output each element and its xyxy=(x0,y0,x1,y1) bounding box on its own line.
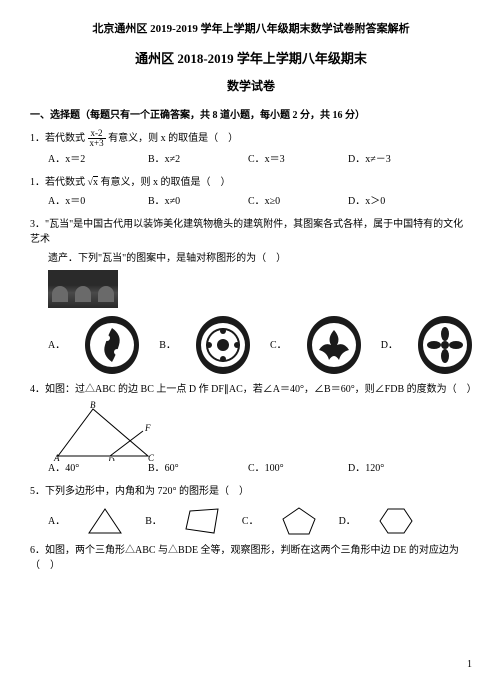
q2-option-a: A．x＝0 xyxy=(48,194,148,209)
svg-text:B: B xyxy=(90,401,96,410)
q4-option-d: D．120° xyxy=(348,461,448,476)
q5-label-c: C． xyxy=(242,514,259,529)
q2-pre: 1．若代数式 xyxy=(30,177,85,188)
question-4: 4．如图：过△ABC 的边 BC 上一点 D 作 DF∥AC，若∠A＝40°，∠… xyxy=(30,382,472,476)
q3-label-c: C． xyxy=(270,338,287,353)
q3-options-row: A． B． C． D． xyxy=(48,316,472,374)
q5-options-row: A． B． C． D． xyxy=(48,505,472,537)
polygon-pentagon xyxy=(279,505,319,537)
q1-option-b: B．x≠2 xyxy=(148,152,248,167)
wa-dang-c xyxy=(307,316,361,374)
header-title: 北京通州区 2019-2019 学年上学期八年级期末数学试卷附答案解析 xyxy=(30,20,472,36)
question-2: 1．若代数式 √x 有意义，则 x 的取值是（ ） A．x＝0 B．x≠0 C．… xyxy=(30,175,472,209)
q4-option-b: B．60° xyxy=(148,461,248,476)
q5-label-d: D． xyxy=(339,514,356,529)
svg-text:C: C xyxy=(148,453,155,461)
question-1: 1．若代数式 x-2 x+3 有意义，则 x 的取值是（ ） A．x＝2 B．x… xyxy=(30,129,472,167)
polygon-triangle xyxy=(85,505,125,537)
wa-dang-photo xyxy=(48,270,118,308)
svg-text:A: A xyxy=(53,453,60,461)
photo-circle xyxy=(75,286,91,302)
polygon-quad xyxy=(182,505,222,537)
q2-post: 有意义，则 x 的取值是（ ） xyxy=(101,177,231,188)
q2-option-b: B．x≠0 xyxy=(148,194,248,209)
q4-option-c: C．100° xyxy=(248,461,348,476)
wa-dang-b xyxy=(196,316,250,374)
section-heading: 一、选择题（每题只有一个正确答案，共 8 道小题，每小题 2 分，共 16 分） xyxy=(30,106,472,121)
q1-option-a: A．x＝2 xyxy=(48,152,148,167)
q3-line2: 遗产．下列"瓦当"的图案中，是轴对称图形的为（ ） xyxy=(48,251,472,266)
polygon-hexagon xyxy=(376,505,416,537)
q5-text: 5．下列多边形中，内角和为 720° 的图形是（ ） xyxy=(30,484,472,499)
q2-sqrt: √x xyxy=(88,176,99,188)
q4-text: 4．如图：过△ABC 的边 BC 上一点 D 作 DF∥AC，若∠A＝40°，∠… xyxy=(30,382,472,397)
wa-dang-d xyxy=(418,316,472,374)
question-5: 5．下列多边形中，内角和为 720° 的图形是（ ） A． B． C． D． xyxy=(30,484,472,537)
q2-option-d: D．x＞0 xyxy=(348,194,448,209)
q6-text: 6．如图，两个三角形△ABC 与△BDE 全等，观察图形，判断在这两个三角形中边… xyxy=(30,543,472,573)
q2-option-c: C．x≥0 xyxy=(248,194,348,209)
q1-den: x+3 xyxy=(88,139,106,148)
q3-line1: 3．"瓦当"是中国古代用以装饰美化建筑物檐头的建筑附件，其图案各式各样，属于中国… xyxy=(30,217,472,247)
q3-label-b: B． xyxy=(159,338,176,353)
svg-text:F: F xyxy=(144,423,151,433)
q1-pre: 1．若代数式 xyxy=(30,133,85,144)
q2-sqrt-inner: x xyxy=(93,176,98,188)
q3-label-a: A． xyxy=(48,338,65,353)
wa-dang-a xyxy=(85,316,139,374)
page-number: 1 xyxy=(467,659,472,670)
question-3: 3．"瓦当"是中国古代用以装饰美化建筑物檐头的建筑附件，其图案各式各样，属于中国… xyxy=(30,217,472,374)
question-6: 6．如图，两个三角形△ABC 与△BDE 全等，观察图形，判断在这两个三角形中边… xyxy=(30,543,472,573)
q1-option-d: D．x≠－3 xyxy=(348,152,448,167)
q3-label-d: D． xyxy=(381,338,398,353)
q1-post: 有意义，则 x 的取值是（ ） xyxy=(108,133,238,144)
sub-title: 数学试卷 xyxy=(30,77,472,94)
main-title: 通州区 2018-2019 学年上学期八年级期末 xyxy=(30,48,472,67)
q1-fraction: x-2 x+3 xyxy=(88,129,106,148)
q4-option-a: A．40° xyxy=(48,461,148,476)
photo-circle xyxy=(98,286,114,302)
q5-label-a: A． xyxy=(48,514,65,529)
q4-figure: A B C D F xyxy=(48,401,472,461)
q5-label-b: B． xyxy=(145,514,162,529)
photo-circle xyxy=(52,286,68,302)
q1-option-c: C．x＝3 xyxy=(248,152,348,167)
